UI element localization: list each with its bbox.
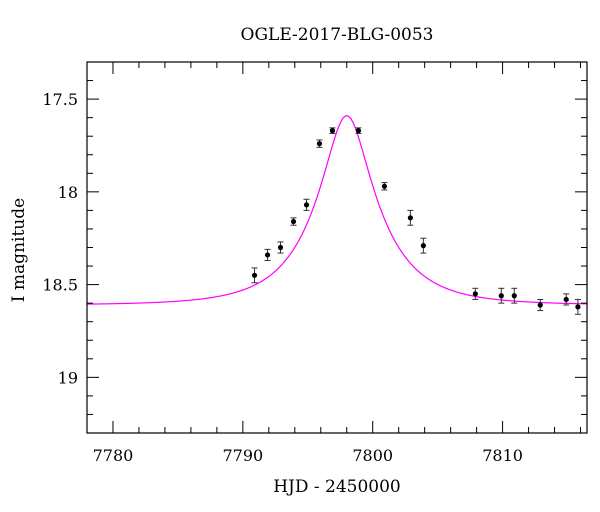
data-point [472,291,478,297]
y-tick-label: 17.5 [42,90,78,109]
y-tick-label: 18 [58,183,78,202]
y-tick-label: 19 [58,368,78,387]
data-point [303,202,310,208]
data-point [329,128,336,134]
data-point [575,304,581,310]
data-point [264,252,271,258]
x-tick-label: 7800 [352,446,393,465]
data-point [316,141,323,147]
data-point [420,243,426,249]
data-point [277,244,284,251]
y-tick-label: 18.5 [42,276,78,295]
chart-title: OGLE-2017-BLG-0053 [241,25,434,45]
x-tick-label: 7790 [222,446,263,465]
plot-area: 7780 7790 7800 7810 17.5 18 18.5 19 [42,61,588,465]
x-tick-label: 7780 [93,446,134,465]
y-axis-label: I magnitude [9,198,29,302]
data-point [381,183,388,189]
data-point [563,296,569,303]
data-point [355,128,362,134]
data-point [251,272,258,278]
data-point [498,293,504,299]
data-point [537,302,543,308]
plot-frame [86,61,588,434]
x-axis-label: HJD - 2450000 [273,477,401,497]
data-point [407,215,413,221]
model-curve [87,115,587,305]
data-point [290,218,297,225]
x-tick-label: 7810 [482,446,523,465]
data-point [511,293,517,299]
